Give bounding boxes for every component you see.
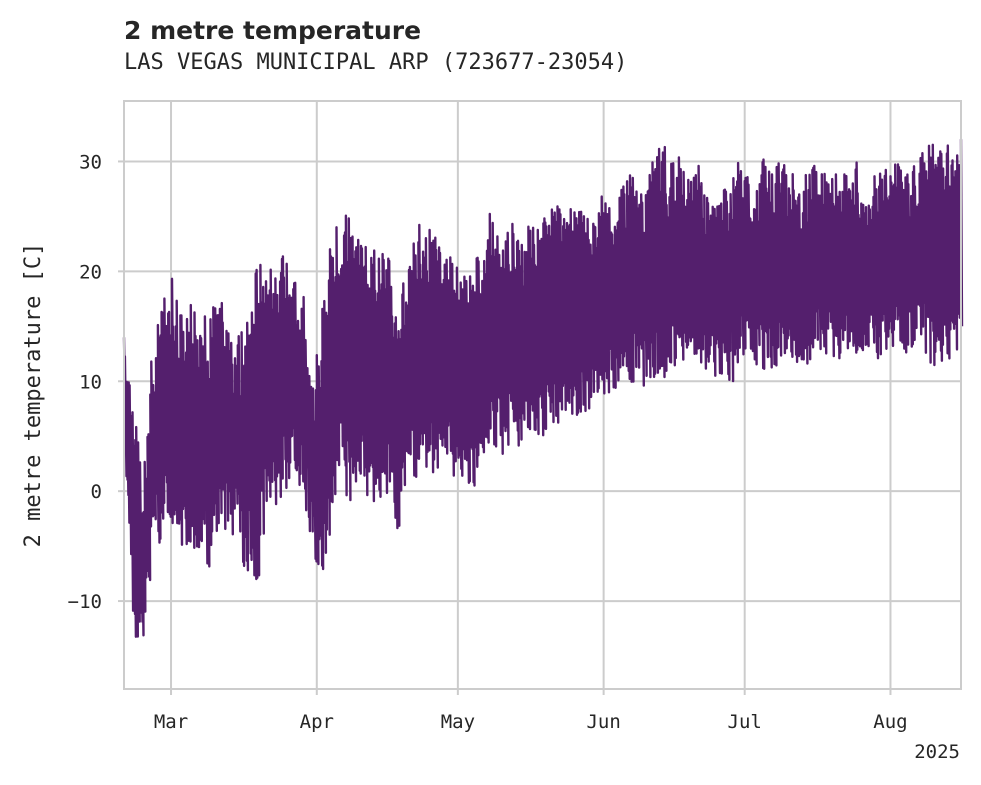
temperature-series	[122, 138, 964, 638]
y-axis-label: 2 metre temperature [C]	[21, 243, 46, 548]
x-tick-label: Jun	[586, 711, 620, 733]
x-offset-label: 2025	[914, 741, 960, 763]
x-tick-label: Aug	[873, 711, 907, 733]
x-tick-label: Jul	[728, 711, 762, 733]
y-tick-label: 20	[79, 261, 102, 283]
plot-frame	[123, 100, 962, 690]
temperature-line	[122, 138, 964, 638]
x-tick-label: Apr	[300, 711, 334, 733]
x-tick-label: Mar	[154, 711, 188, 733]
y-tick-label: 10	[79, 371, 102, 393]
chart-title: 2 metre temperature	[124, 16, 422, 45]
y-axis-ticks: −10 0 10 20 30	[68, 151, 124, 613]
y-tick-label: −10	[68, 591, 102, 613]
x-tick-label: May	[441, 711, 475, 733]
y-tick-label: 30	[79, 151, 102, 173]
x-axis-ticks: Mar Apr May Jun Jul Aug	[154, 689, 908, 733]
chart-subtitle: LAS VEGAS MUNICIPAL ARP (723677-23054)	[124, 50, 628, 75]
y-tick-label: 0	[91, 481, 102, 503]
